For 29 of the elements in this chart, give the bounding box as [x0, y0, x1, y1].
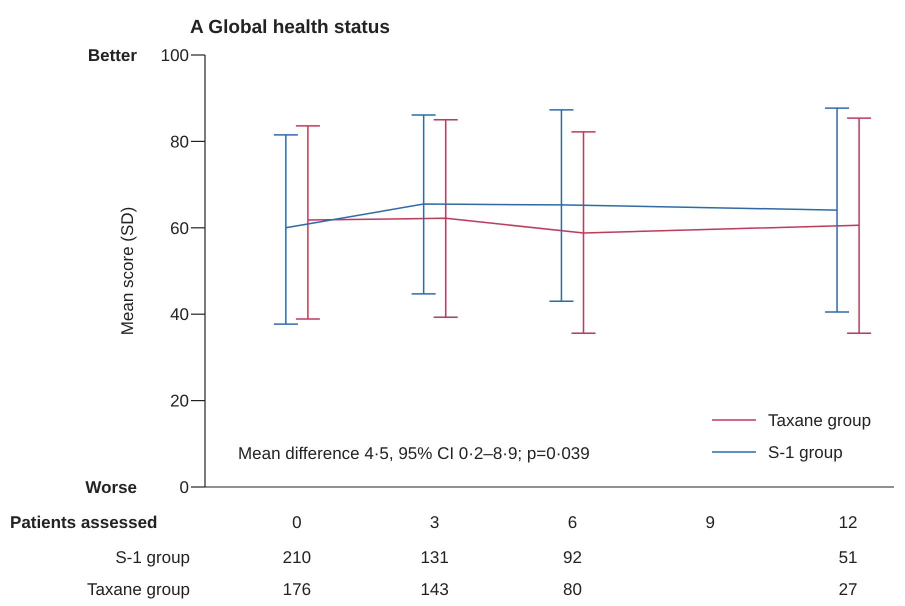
text: 131	[420, 548, 449, 567]
x-tick-label: 0	[292, 513, 302, 532]
y-axis-title: Mean score (SD)	[118, 206, 137, 336]
text: 51	[838, 548, 858, 567]
y-tick-label: 100	[160, 46, 189, 65]
chart-title: A Global health status	[190, 17, 390, 38]
text: 80	[563, 580, 582, 599]
text: S-1 group	[115, 548, 190, 567]
legend-label: Taxane group	[768, 411, 872, 430]
text: Worse	[85, 478, 137, 497]
text: 176	[282, 580, 312, 599]
x-tick-label: 9	[706, 513, 715, 532]
text: Patients assessed	[10, 513, 158, 532]
text: 210	[282, 548, 312, 567]
annotation: Mean difference 4·5, 95% CI 0·2–8·9; p=0·039	[238, 444, 590, 463]
text: Taxane group	[86, 580, 190, 599]
text: 92	[563, 548, 582, 567]
x-tick-label: 6	[568, 513, 578, 532]
y-tick-label: 60	[170, 218, 189, 238]
y-tick-label: 40	[170, 305, 189, 324]
x-tick-label: 3	[430, 513, 440, 532]
text: Better	[88, 46, 138, 65]
y-tick-label: 0	[180, 478, 189, 497]
text: 27	[838, 580, 858, 599]
legend-label: S-1 group	[768, 443, 843, 462]
y-tick-label: 20	[170, 392, 189, 411]
y-tick-label: 80	[170, 132, 189, 152]
x-tick-label: 12	[838, 513, 858, 532]
text: 143	[420, 580, 449, 599]
